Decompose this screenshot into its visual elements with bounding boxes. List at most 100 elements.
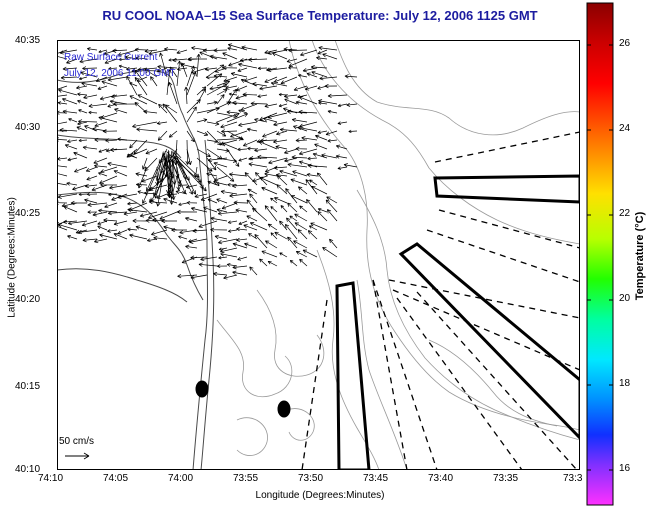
current-vector xyxy=(292,170,308,177)
current-vector xyxy=(265,240,278,249)
current-vector xyxy=(175,155,181,191)
current-vector xyxy=(225,85,238,90)
current-vector xyxy=(259,85,278,91)
current-vector xyxy=(168,58,178,62)
current-vector xyxy=(57,94,68,97)
current-vector xyxy=(124,55,138,60)
current-vector xyxy=(104,58,118,65)
current-vector xyxy=(254,117,268,123)
current-vector xyxy=(216,208,228,213)
radial-line xyxy=(416,291,578,470)
lat-tick-label: 40:30 xyxy=(15,122,41,133)
current-vector xyxy=(287,236,298,249)
current-vector xyxy=(249,156,268,161)
current-vector xyxy=(107,76,128,82)
current-vector xyxy=(238,121,258,127)
current-vector xyxy=(177,273,198,279)
current-vector xyxy=(297,125,318,132)
current-vector xyxy=(198,220,218,228)
current-vector xyxy=(77,92,88,97)
current-vector xyxy=(297,229,308,240)
current-vector xyxy=(57,182,68,186)
current-vector xyxy=(316,56,328,61)
current-vector xyxy=(279,169,298,177)
current-vector xyxy=(280,76,298,85)
current-vector xyxy=(257,94,268,98)
current-vector xyxy=(117,137,128,141)
current-vector xyxy=(275,145,288,150)
current-vector xyxy=(185,216,198,222)
current-vector xyxy=(157,130,168,141)
current-vector xyxy=(94,137,108,143)
current-vector xyxy=(206,83,228,96)
current-vector xyxy=(238,157,248,162)
current-vector xyxy=(236,237,248,242)
current-vector xyxy=(63,205,78,213)
current-vector xyxy=(276,130,288,136)
current-vector xyxy=(294,213,308,222)
current-vector xyxy=(289,259,298,267)
current-vector xyxy=(186,99,201,114)
current-vector xyxy=(248,162,268,168)
current-vector xyxy=(295,251,308,258)
current-vector xyxy=(222,65,238,70)
current-vector xyxy=(307,163,328,168)
current-vector xyxy=(322,246,338,258)
current-vector xyxy=(186,106,197,123)
current-vector xyxy=(293,240,308,249)
current-vector xyxy=(156,67,168,73)
current-vector xyxy=(163,153,173,194)
current-vector xyxy=(273,139,288,144)
current-vector xyxy=(297,186,308,195)
current-vector xyxy=(196,53,201,78)
colorbar-tick-label: 18 xyxy=(619,378,631,389)
current-vector xyxy=(176,60,182,87)
current-vector xyxy=(200,256,218,262)
current-vector xyxy=(192,228,208,233)
depth-contour xyxy=(216,319,293,398)
current-vector xyxy=(134,47,148,52)
current-vector xyxy=(244,242,258,249)
current-vector xyxy=(83,94,98,100)
current-vector xyxy=(176,209,198,215)
current-vector xyxy=(317,211,328,222)
current-vector xyxy=(226,148,240,167)
current-vector xyxy=(307,156,318,161)
current-vector xyxy=(310,64,328,70)
current-vector xyxy=(103,218,118,223)
legend-title: Raw Surface Current xyxy=(64,52,158,63)
current-vector xyxy=(322,53,338,60)
current-vector xyxy=(306,72,318,78)
current-vector xyxy=(318,45,338,51)
current-vector xyxy=(190,206,208,213)
current-vector xyxy=(238,109,248,114)
current-vector xyxy=(206,139,219,144)
current-vector xyxy=(246,199,258,213)
bathymetry-contours xyxy=(216,40,580,470)
lon-tick-label: 74:05 xyxy=(103,473,129,484)
current-vector xyxy=(98,116,118,123)
current-vector xyxy=(76,85,88,90)
current-vector xyxy=(145,218,158,223)
current-vector xyxy=(259,258,268,267)
station-marker xyxy=(277,400,291,418)
radial-dashed-lines xyxy=(301,131,580,470)
current-vector xyxy=(135,56,148,61)
current-vector xyxy=(259,176,278,186)
current-vector xyxy=(137,94,158,105)
current-vector xyxy=(68,118,78,123)
current-vector xyxy=(220,189,238,195)
current-vector xyxy=(145,148,158,155)
current-vector xyxy=(309,179,318,186)
current-vector xyxy=(242,92,258,97)
lat-tick-label: 40:35 xyxy=(15,35,41,46)
current-vector xyxy=(270,206,278,213)
current-vector xyxy=(73,151,88,159)
current-vector xyxy=(185,244,198,249)
current-vector xyxy=(295,146,308,151)
current-vector xyxy=(318,99,338,105)
current-vector xyxy=(104,202,118,209)
current-vector xyxy=(98,172,108,177)
current-vector xyxy=(308,225,318,231)
current-vector xyxy=(82,66,98,71)
